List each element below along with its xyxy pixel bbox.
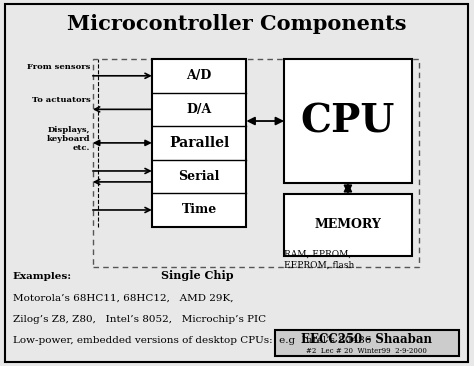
Text: D/A: D/A — [186, 103, 212, 116]
FancyBboxPatch shape — [284, 194, 412, 256]
Text: Examples:: Examples: — [12, 272, 72, 281]
Text: Parallel: Parallel — [169, 136, 229, 150]
Text: Zilog’s Z8, Z80,   Intel’s 8052,   Microchip’s PIC: Zilog’s Z8, Z80, Intel’s 8052, Microchip… — [12, 315, 265, 324]
Text: Microcontroller Components: Microcontroller Components — [67, 14, 407, 34]
Text: Single Chip: Single Chip — [161, 270, 234, 281]
Text: Serial: Serial — [178, 170, 220, 183]
FancyBboxPatch shape — [284, 59, 412, 183]
Text: RAM, EPROM,
EEPROM, flash: RAM, EPROM, EEPROM, flash — [284, 250, 355, 270]
Text: Low-power, embedded versions of desktop CPUs:  e.g  Intel’s 80486: Low-power, embedded versions of desktop … — [12, 336, 371, 345]
Text: MEMORY: MEMORY — [314, 219, 382, 231]
Text: Motorola’s 68HC11, 68HC12,   AMD 29K,: Motorola’s 68HC11, 68HC12, AMD 29K, — [12, 294, 233, 302]
Text: EECC250 - Shaaban: EECC250 - Shaaban — [301, 333, 432, 346]
Text: From sensors: From sensors — [27, 63, 91, 71]
FancyBboxPatch shape — [275, 330, 459, 356]
Text: CPU: CPU — [301, 102, 395, 140]
Text: Time: Time — [182, 203, 217, 216]
Text: Displays,
keyboard
etc.: Displays, keyboard etc. — [47, 126, 91, 153]
Text: #2  Lec # 20  Winter99  2-9-2000: #2 Lec # 20 Winter99 2-9-2000 — [306, 347, 427, 355]
Text: A/D: A/D — [186, 69, 212, 82]
Text: To actuators: To actuators — [32, 96, 91, 104]
FancyBboxPatch shape — [152, 59, 246, 227]
